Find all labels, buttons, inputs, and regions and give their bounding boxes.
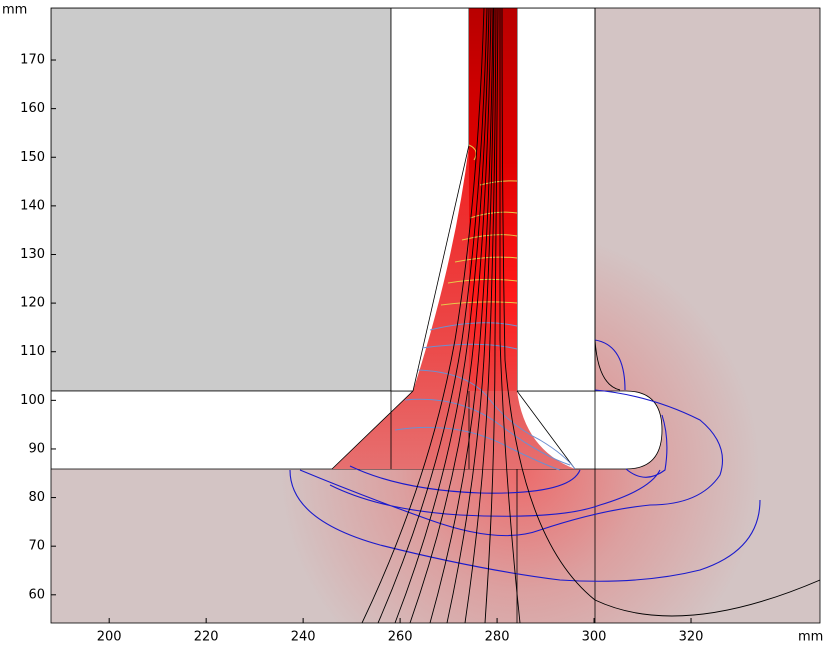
y-tick-label: 140 xyxy=(20,198,45,213)
plot-frame xyxy=(50,7,821,624)
x-tick-label: 240 xyxy=(291,630,316,645)
edges xyxy=(331,8,596,623)
y-tick-label: 70 xyxy=(28,539,45,554)
slot-right xyxy=(516,8,596,392)
y-tick-label: 150 xyxy=(20,150,45,165)
streamlines xyxy=(361,8,820,623)
electrode xyxy=(469,8,517,391)
x-tick-label: 220 xyxy=(194,630,219,645)
x-tick-label: 300 xyxy=(582,630,607,645)
y-tick-label: 160 xyxy=(20,101,45,116)
y-tick-label: 120 xyxy=(20,296,45,311)
isotherm-blue xyxy=(289,339,761,582)
y-tick-label: 80 xyxy=(28,490,45,505)
field-plot xyxy=(51,8,820,623)
x-tick-label: 200 xyxy=(97,630,122,645)
y-tick-label: 90 xyxy=(28,441,45,456)
isotherm-yellow xyxy=(440,144,518,306)
y-tick-label: 130 xyxy=(20,247,45,262)
left-block xyxy=(51,8,392,392)
y-tick-label: 60 xyxy=(28,587,45,602)
x-tick-label: 260 xyxy=(388,630,413,645)
isotherm-lightblue xyxy=(394,322,576,471)
y-tick-label: 170 xyxy=(20,53,45,68)
y-tick-label: 100 xyxy=(20,393,45,408)
y-unit: mm xyxy=(2,3,27,18)
x-tick-label: 280 xyxy=(485,630,510,645)
x-unit: mm xyxy=(798,630,823,645)
y-tick-label: 110 xyxy=(20,344,45,359)
x-tick-label: 320 xyxy=(679,630,704,645)
